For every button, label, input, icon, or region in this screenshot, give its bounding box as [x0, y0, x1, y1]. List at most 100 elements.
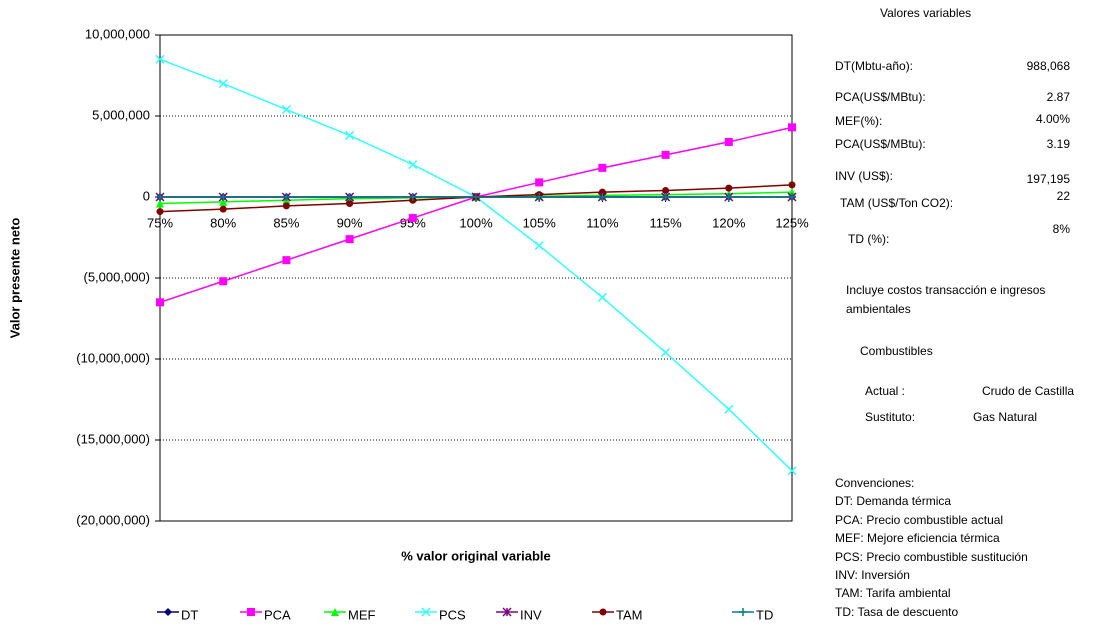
y-tick-label: 10,000,000	[85, 26, 150, 41]
marker	[739, 608, 747, 616]
marker	[661, 193, 670, 201]
marker	[661, 150, 670, 159]
marker	[502, 607, 512, 617]
marker	[408, 160, 418, 170]
convention: PCA: Precio combustible actual	[835, 512, 1004, 527]
legend-label: PCS	[439, 607, 466, 622]
convention: TAM: Tarifa ambiental	[835, 586, 951, 601]
marker	[421, 607, 431, 617]
marker	[408, 193, 417, 201]
y-tick-label: (20,000,000)	[76, 512, 150, 527]
y-tick-label: 5,000,000	[92, 107, 150, 122]
convention: INV: Inversión	[835, 568, 910, 582]
marker	[156, 208, 164, 216]
marker	[598, 193, 607, 201]
marker	[219, 205, 227, 213]
panel-note: Incluye costos transacción e ingresos am…	[846, 283, 1046, 316]
legend-item: TAM	[592, 607, 642, 622]
marker	[662, 187, 670, 195]
marker	[218, 79, 228, 89]
convention: MEF: Mejore eficiencia térmica	[835, 531, 1000, 546]
marker	[535, 178, 544, 187]
marker	[282, 193, 291, 201]
marker	[788, 193, 796, 201]
x-axis-label: % valor original variable	[401, 548, 551, 563]
legend-item: INV	[496, 607, 542, 622]
legend-label: PCA	[264, 607, 291, 622]
y-tick-label: (10,000,000)	[76, 350, 150, 365]
legend-label: MEF	[348, 607, 376, 622]
legend-item: MEF	[324, 607, 376, 622]
variable-value: 988,068	[1026, 59, 1070, 73]
marker	[598, 163, 607, 172]
x-tick-label: 100%	[459, 215, 493, 230]
x-tick-label: 125%	[775, 215, 809, 230]
marker	[345, 130, 355, 140]
variable-label: PCA(US$/MBtu):	[835, 137, 926, 151]
marker	[345, 235, 354, 244]
chart: % valor original variable Valor presente…	[7, 26, 809, 622]
fuel-label: Actual :	[865, 384, 906, 398]
convention: DT: Demanda térmica	[835, 494, 952, 509]
marker	[535, 193, 544, 201]
variable-value: 4.00%	[1035, 112, 1070, 126]
marker	[155, 54, 165, 64]
fuel-value: Gas Natural	[973, 410, 1038, 424]
x-tick-label: 90%	[337, 215, 363, 230]
marker	[599, 608, 607, 616]
variable-label: TD (%):	[848, 232, 890, 246]
marker	[156, 298, 164, 307]
variable-label: INV (US$):	[835, 169, 894, 183]
marker	[156, 193, 164, 201]
marker	[346, 199, 354, 207]
x-tick-label: 85%	[273, 215, 299, 230]
variable-value: 22	[1056, 189, 1070, 203]
variable-value: 197,195	[1026, 172, 1070, 186]
marker	[787, 466, 797, 476]
marker	[345, 193, 354, 201]
marker	[219, 193, 228, 201]
x-tick-label: 80%	[210, 215, 236, 230]
fuel-value: Crudo de Castilla	[982, 384, 1075, 398]
y-tick-label: 0	[143, 188, 150, 203]
legend-item: PCA	[240, 607, 291, 622]
plot-border	[159, 34, 793, 522]
marker	[219, 197, 228, 206]
marker	[724, 193, 733, 201]
marker	[282, 202, 290, 210]
marker	[247, 608, 255, 616]
variable-label: DT(Mbtu-año):	[835, 59, 914, 73]
convention: TD: Tasa de descuento	[835, 604, 959, 619]
x-tick-label: 105%	[523, 215, 557, 230]
variable-value: 2.87	[1046, 90, 1070, 104]
marker	[788, 181, 796, 189]
convention: Convenciones:	[835, 476, 915, 490]
marker	[597, 292, 607, 302]
y-tick-label: (5,000,000)	[84, 269, 151, 284]
marker	[725, 184, 733, 192]
marker	[408, 214, 417, 223]
marker	[219, 277, 228, 286]
marker	[472, 193, 480, 201]
x-tick-label: 110%	[586, 215, 619, 230]
legend-label: TAM	[616, 607, 642, 622]
variable-label: MEF(%):	[835, 114, 883, 128]
legend-label: INV	[520, 607, 542, 622]
series-line	[159, 58, 793, 472]
x-tick-label: 115%	[649, 215, 682, 230]
marker	[724, 137, 733, 146]
marker	[156, 199, 164, 208]
marker	[534, 241, 544, 251]
y-axis-label: Valor presente neto	[7, 218, 22, 339]
legend-item: TD	[732, 607, 773, 622]
panel-title: Valores variables	[880, 6, 972, 20]
marker	[661, 347, 671, 358]
legend-item: PCS	[415, 607, 466, 622]
legend-item: DT	[157, 607, 198, 622]
legend-label: TD	[756, 607, 773, 622]
y-tick-label: (15,000,000)	[76, 431, 150, 446]
marker	[331, 608, 339, 616]
fuel-label: Sustituto:	[865, 410, 916, 424]
marker	[282, 256, 291, 265]
